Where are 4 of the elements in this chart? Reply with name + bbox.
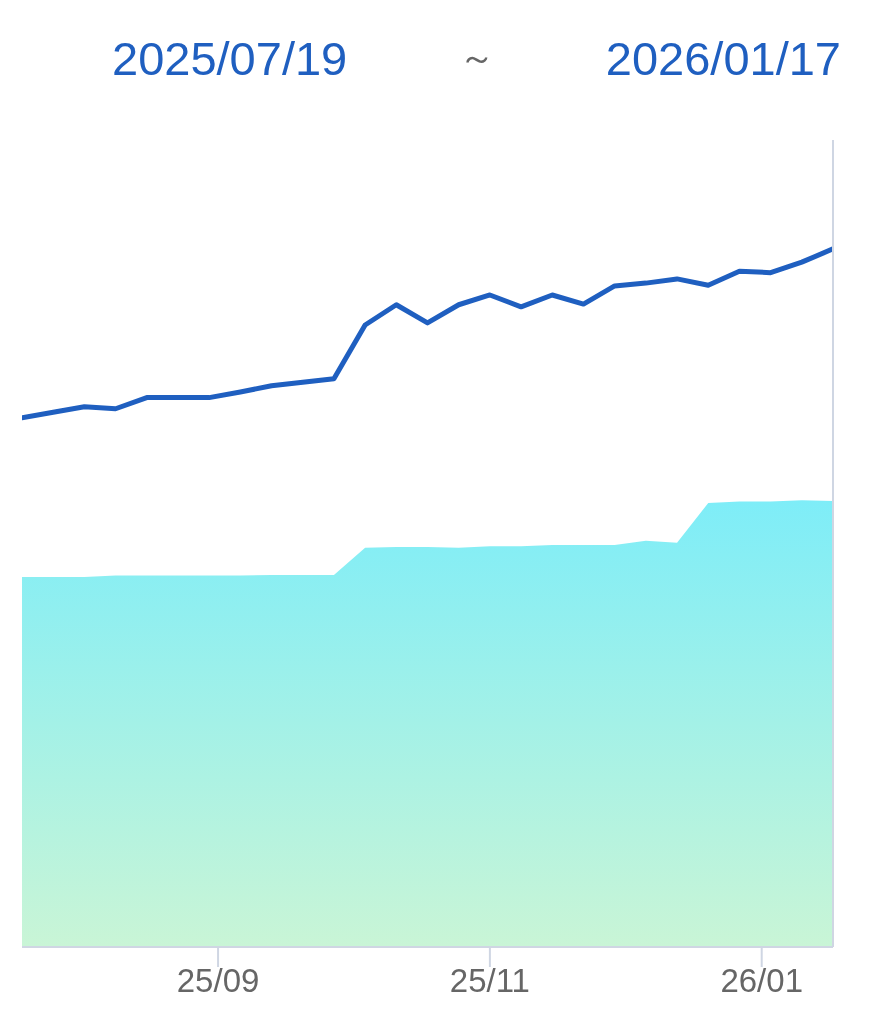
chart-title: 2025/07/19 ～ 2026/01/17 [112,31,841,85]
x-tick-label: 26/01 [720,962,803,1000]
x-tick-label: 25/11 [449,962,530,1000]
x-tick-label: 25/09 [176,962,260,1000]
